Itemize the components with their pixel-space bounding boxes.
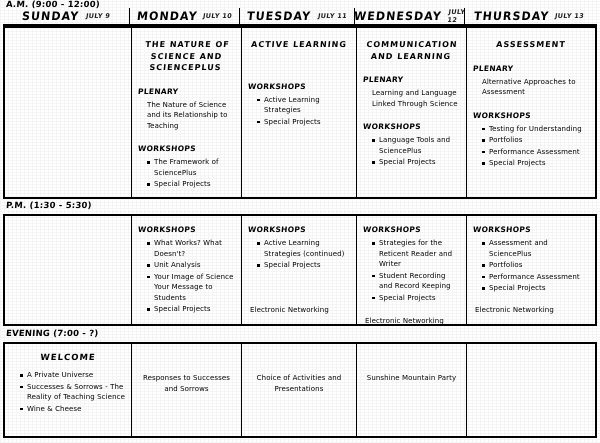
list-item: The Framework of SciencePlus [147, 157, 235, 178]
grid-evening: WELCOME A Private Universe Successes & S… [3, 342, 597, 438]
day-date: JULY 12 [446, 8, 466, 24]
plenary-text: The Nature of Science and its Relationsh… [147, 100, 228, 130]
cell-am-tuesday: ACTIVE LEARNING WORKSHOPS Active Learnin… [242, 28, 357, 197]
list-item: Strategies for the Reticent Reader and W… [372, 238, 460, 270]
list-item: Active Learning Strategies [257, 95, 350, 116]
section-label-plenary: PLENARY [472, 63, 514, 73]
day-name: WEDNESDAY [353, 9, 443, 23]
day-date: JULY 9 [84, 12, 111, 20]
day-name: SUNDAY [21, 9, 81, 23]
workshop-list: Active Learning Strategies (continued) S… [257, 238, 350, 271]
day-name: TUESDAY [246, 9, 313, 23]
workshop-list: Language Tools and SciencePlus Special P… [372, 135, 460, 168]
list-item: Unit Analysis [147, 260, 235, 271]
evening-text: Choice of Activities and Presentations [256, 374, 342, 394]
section-label-workshops: WORKSHOPS [247, 81, 307, 91]
section-label-plenary: PLENARY [137, 86, 179, 96]
evening-text: Sunshine Mountain Party [366, 374, 457, 382]
day-header-row: SUNDAY JULY 9 MONDAY JULY 10 TUESDAY JUL… [3, 8, 597, 26]
section-label-workshops: WORKSHOPS [137, 144, 197, 154]
list-item: Student Recording and Record Keeping [372, 271, 460, 292]
list-item: Successes & Sorrows - The Reality of Tea… [20, 382, 125, 403]
cell-pm-wednesday: WORKSHOPS Strategies for the Reticent Re… [357, 216, 467, 324]
list-item: Active Learning Strategies (continued) [257, 238, 350, 259]
workshop-list: Strategies for the Reticent Reader and W… [372, 238, 460, 303]
day-name: THURSDAY [473, 9, 550, 23]
day-name: MONDAY [135, 9, 199, 23]
section-label-workshops: WORKSHOPS [247, 225, 307, 234]
list-item: Special Projects [482, 283, 589, 294]
list-item: Special Projects [147, 179, 235, 190]
networking-note: Electronic Networking [250, 305, 329, 314]
cell-am-sunday [5, 28, 132, 197]
section-label-workshops: WORKSHOPS [472, 110, 532, 120]
cell-theme: COMMUNICATION AND LEARNING [366, 40, 458, 61]
workshop-list: Testing for Understanding Portfolios Per… [482, 124, 589, 169]
grid-pm: WORKSHOPS What Works? What Doesn't? Unit… [3, 214, 597, 326]
section-label-workshops: WORKSHOPS [362, 122, 422, 132]
cell-theme: WELCOME [39, 353, 97, 363]
list-item: Special Projects [372, 157, 460, 168]
list-item: Performance Assessment [482, 147, 589, 158]
workshop-list: Active Learning Strategies Special Proje… [257, 95, 350, 128]
cell-evening-tuesday: Choice of Activities and Presentations [242, 344, 357, 436]
list-item: Performance Assessment [482, 272, 589, 283]
band-label-evening: EVENING (7:00 - ?) [5, 329, 99, 339]
evening-list: A Private Universe Successes & Sorrows -… [20, 370, 125, 414]
list-item: Special Projects [257, 260, 350, 271]
networking-note: Electronic Networking [475, 305, 554, 314]
cell-am-monday: THE NATURE OF SCIENCE AND SCIENCEPLUS PL… [132, 28, 242, 197]
cell-am-wednesday: COMMUNICATION AND LEARNING PLENARY Learn… [357, 28, 467, 197]
band-label-pm: P.M. (1:30 - 5:30) [5, 201, 93, 211]
list-item: Special Projects [482, 158, 589, 169]
cell-theme: THE NATURE OF SCIENCE AND SCIENCEPLUS [144, 40, 231, 73]
cell-evening-monday: Responses to Successes and Sorrows [132, 344, 242, 436]
cell-evening-thursday [467, 344, 595, 436]
list-item: Portfolios [482, 135, 589, 146]
section-label-workshops: WORKSHOPS [137, 225, 197, 234]
list-item: Language Tools and SciencePlus [372, 135, 460, 156]
list-item: What Works? What Doesn't? [147, 238, 235, 259]
section-label-workshops: WORKSHOPS [472, 225, 532, 234]
list-item: Wine & Cheese [20, 404, 125, 415]
day-header-monday: MONDAY JULY 10 [130, 8, 240, 24]
cell-pm-thursday: WORKSHOPS Assessment and SciencePlus Por… [467, 216, 595, 324]
section-label-workshops: WORKSHOPS [362, 225, 422, 234]
list-item: Assessment and SciencePlus [482, 238, 589, 259]
workshop-list: Assessment and SciencePlus Portfolios Pe… [482, 238, 589, 294]
list-item: Special Projects [147, 304, 235, 315]
list-item: Portfolios [482, 260, 589, 271]
plenary-text: Alternative Approaches to Assessment [482, 77, 576, 97]
cell-theme: ASSESSMENT [495, 40, 567, 49]
evening-text: Responses to Successes and Sorrows [142, 374, 231, 394]
day-header-sunday: SUNDAY JULY 9 [3, 8, 130, 24]
cell-am-thursday: ASSESSMENT PLENARY Alternative Approache… [467, 28, 595, 197]
day-header-wednesday: WEDNESDAY JULY 12 [353, 8, 466, 24]
networking-note: Electronic Networking [365, 317, 444, 324]
cell-pm-sunday [5, 216, 132, 324]
workshop-list: The Framework of SciencePlus Special Pro… [147, 157, 235, 190]
cell-evening-wednesday: Sunshine Mountain Party [357, 344, 467, 436]
list-item: Testing for Understanding [482, 124, 589, 135]
list-item: Special Projects [372, 293, 460, 304]
cell-theme: ACTIVE LEARNING [250, 40, 348, 49]
grid-am: THE NATURE OF SCIENCE AND SCIENCEPLUS PL… [3, 26, 597, 199]
day-date: JULY 11 [317, 12, 348, 20]
plenary-text: Learning and Language Linked Through Sci… [372, 89, 458, 108]
day-header-thursday: THURSDAY JULY 13 [465, 8, 593, 24]
day-header-tuesday: TUESDAY JULY 11 [240, 8, 355, 24]
section-label-plenary: PLENARY [362, 75, 404, 85]
list-item: Your Image of Science Your Message to St… [147, 272, 235, 304]
list-item: A Private Universe [20, 370, 125, 381]
cell-pm-monday: WORKSHOPS What Works? What Doesn't? Unit… [132, 216, 242, 324]
list-item: Special Projects [257, 117, 350, 128]
day-date: JULY 10 [202, 12, 233, 20]
day-date: JULY 13 [554, 12, 585, 20]
cell-pm-tuesday: WORKSHOPS Active Learning Strategies (co… [242, 216, 357, 324]
workshop-list: What Works? What Doesn't? Unit Analysis … [147, 238, 235, 315]
cell-evening-sunday: WELCOME A Private Universe Successes & S… [5, 344, 132, 436]
